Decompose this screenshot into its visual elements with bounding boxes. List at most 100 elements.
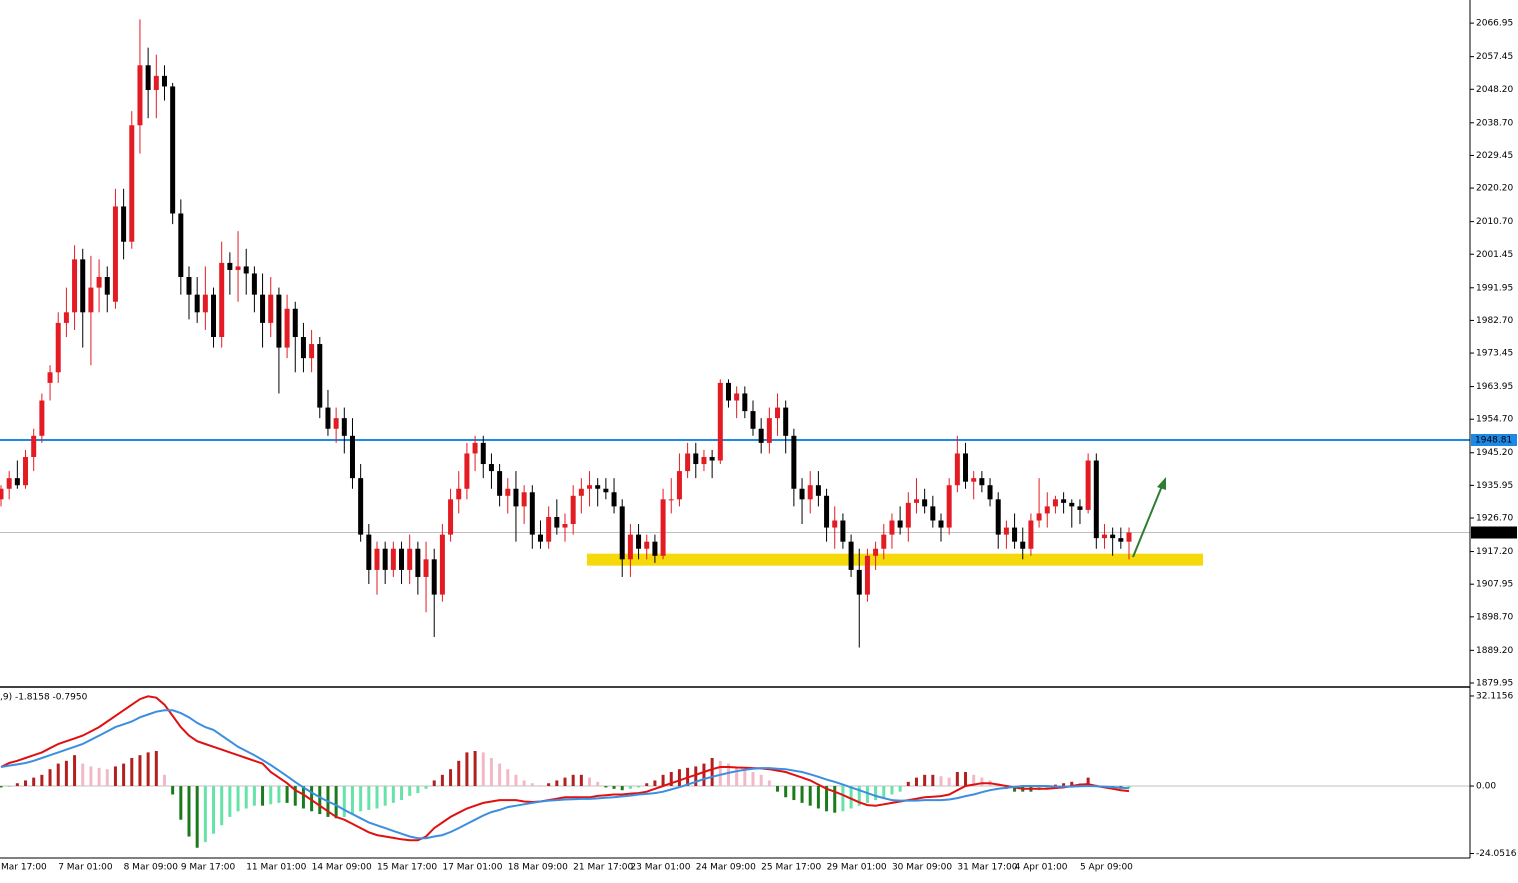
candle-body [521, 492, 527, 507]
candle-body [317, 344, 323, 408]
y-tick-label: 2020.20 [1476, 184, 1513, 194]
histogram-bar [391, 786, 395, 803]
candle-body [668, 499, 674, 501]
candle-body [791, 435, 797, 489]
candle-body [603, 488, 609, 493]
histogram-bar [310, 786, 314, 812]
candle-body [55, 322, 61, 373]
candle-body [1020, 541, 1026, 549]
y-tick-label: 0.00 [1476, 782, 1496, 792]
histogram-bar [931, 774, 935, 787]
histogram-bar [637, 786, 641, 788]
candle-body [170, 86, 176, 214]
candle-body [734, 393, 740, 401]
histogram-bar [228, 786, 232, 817]
histogram-bar [612, 786, 616, 789]
candle-body [325, 407, 331, 429]
candle-body [80, 259, 86, 313]
candle-body [235, 266, 241, 270]
candle-body [137, 65, 143, 126]
arrow-shaft [1132, 485, 1163, 558]
candle-body [905, 502, 911, 528]
histogram-bar [914, 777, 918, 787]
histogram-bar [661, 774, 665, 787]
candle-body [676, 471, 682, 500]
x-tick-label: 25 Mar 17:00 [761, 863, 821, 873]
candle-body [219, 262, 225, 338]
candle-body [464, 453, 470, 489]
histogram-bar [571, 774, 575, 787]
histogram-bar [269, 786, 273, 805]
candle-body [390, 548, 396, 570]
histogram-bar [792, 786, 796, 801]
candle-body [472, 442, 478, 454]
candle-body [480, 442, 486, 465]
candle-body [161, 75, 167, 87]
candle-body [1052, 499, 1058, 507]
candle-body [709, 456, 715, 461]
histogram-bar [588, 777, 592, 787]
candle-body [946, 485, 952, 528]
candle-body [251, 273, 257, 295]
candle-body [913, 499, 919, 503]
candle-body [864, 555, 870, 595]
x-tick-label: 17 Mar 01:00 [442, 863, 502, 873]
histogram-bar [0, 786, 3, 788]
histogram-bar [40, 774, 44, 787]
histogram-bar [514, 774, 518, 787]
candle-body [824, 495, 830, 528]
histogram-bar [162, 774, 166, 787]
candle-body [930, 506, 936, 521]
candle-body [1110, 534, 1116, 539]
candle-body [897, 520, 903, 528]
candle-body [971, 478, 977, 482]
histogram-bar [677, 769, 681, 787]
candle-body [39, 400, 45, 436]
histogram-bar [825, 786, 829, 812]
histogram-bar [563, 777, 567, 787]
histogram-bar [187, 786, 191, 837]
histogram-bar [530, 783, 534, 787]
candle-body [292, 308, 298, 338]
candle-body [987, 485, 993, 500]
candle-body [153, 75, 159, 90]
histogram-bar [710, 757, 714, 787]
candle-body [349, 435, 355, 479]
candle-body [178, 213, 184, 278]
candle-body [693, 453, 699, 465]
histogram-bar [489, 757, 493, 787]
histogram-bar [244, 786, 248, 809]
candle-body [611, 492, 617, 507]
x-tick-label: 8 Mar 09:00 [124, 863, 179, 873]
histogram-bar [718, 760, 722, 787]
histogram-bar [865, 786, 869, 803]
candle-body [227, 262, 233, 270]
x-tick-label: 15 Mar 17:00 [377, 863, 437, 873]
y-tick-label: 1935.95 [1476, 481, 1513, 491]
histogram-bar [32, 777, 36, 787]
histogram-bar [473, 750, 477, 787]
candle-body [112, 206, 118, 302]
candle-body [660, 499, 666, 556]
histogram-bar [122, 763, 126, 787]
candle-body [211, 294, 217, 338]
candle-body [766, 418, 772, 443]
histogram-bar [220, 786, 224, 826]
x-tick-label: 23 Mar 01:00 [630, 863, 690, 873]
candle-body [873, 548, 879, 556]
histogram-bar [481, 752, 485, 787]
histogram-bar [195, 786, 199, 848]
y-tick-label: 1917.20 [1476, 547, 1513, 557]
candle-body [1101, 534, 1107, 539]
candle-body [88, 287, 94, 313]
candle-body [636, 534, 642, 549]
candle-body [497, 471, 503, 496]
histogram-bar [24, 780, 28, 787]
candle-body [742, 393, 748, 412]
y-tick-label: 1954.70 [1476, 415, 1513, 425]
candle-body [807, 485, 813, 500]
candle-body [954, 453, 960, 486]
histogram-bar [1070, 781, 1074, 787]
histogram-bar [105, 769, 109, 787]
histogram-bar [1045, 786, 1049, 789]
